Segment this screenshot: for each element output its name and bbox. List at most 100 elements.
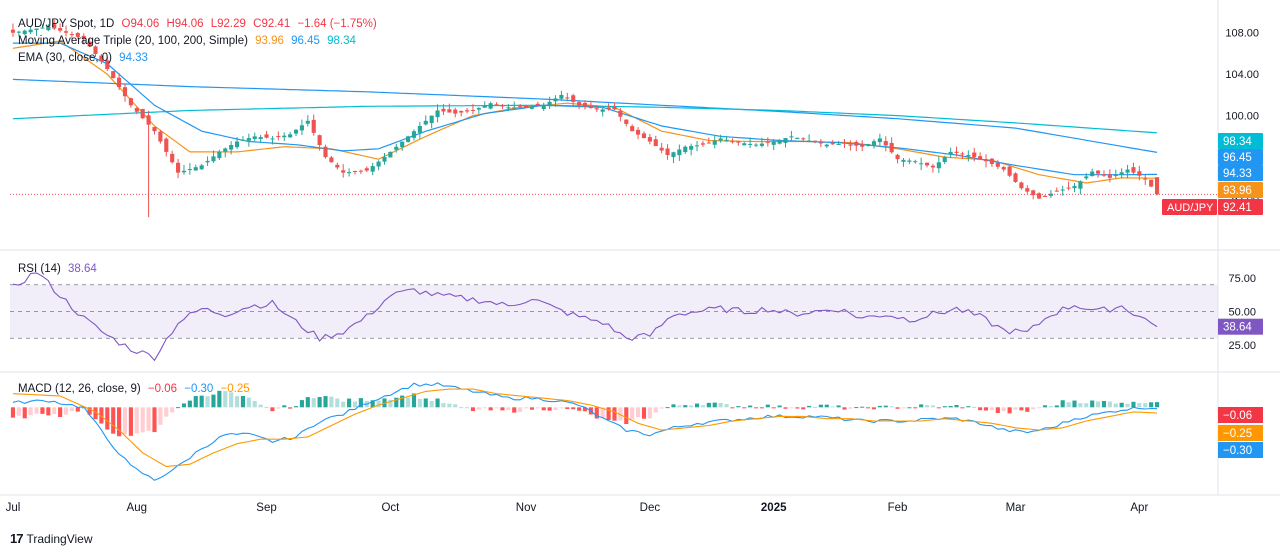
macd-histogram-bar (919, 404, 924, 408)
candle-body (636, 129, 641, 135)
candle-body (594, 108, 599, 110)
macd-histogram-bar (470, 407, 476, 412)
macd-histogram-bar (441, 403, 446, 408)
candle-body (936, 162, 941, 169)
candle-body (559, 94, 564, 99)
tradingview-logo[interactable]: 17 TradingView (10, 531, 93, 546)
macd-histogram-bar (535, 407, 540, 409)
macd-histogram-bar (1013, 407, 1018, 410)
candle-body (1107, 174, 1112, 178)
rsi-pane[interactable] (10, 272, 1218, 362)
candle-body (783, 138, 788, 143)
macd-histogram-bar (246, 397, 251, 408)
candle-body (470, 109, 476, 111)
macd-histogram-bar (742, 407, 747, 409)
candle-body (1037, 193, 1042, 199)
candle-body (742, 143, 747, 146)
macd-histogram-bar (594, 407, 599, 419)
candle-body (571, 95, 576, 102)
ma100-line (12, 78, 1158, 153)
candle-body (948, 151, 953, 155)
macd-legend: MACD (12, 26, close, 9) −0.06 −0.30 −0.2… (18, 382, 254, 396)
candle-body (989, 158, 994, 164)
candle-body (978, 156, 983, 160)
candle-body (176, 162, 181, 173)
candle-body (435, 110, 440, 118)
macd-histogram-bar (541, 407, 546, 411)
candle-body (854, 141, 859, 146)
macd-tag-label: −0.30 (1223, 445, 1252, 457)
macd-histogram-bar (1125, 403, 1130, 408)
macd-histogram-bar (488, 407, 493, 411)
candle-body (105, 60, 110, 69)
macd-histogram-bar (1149, 402, 1154, 408)
candle-body (1113, 175, 1118, 177)
candle-body (223, 148, 228, 152)
candle-body (748, 143, 753, 145)
candle-body (117, 77, 122, 88)
macd-histogram-bar (75, 407, 80, 412)
macd-histogram-bar (895, 407, 900, 409)
candle-body (777, 139, 782, 144)
macd-histogram-bar (789, 407, 794, 409)
macd-histogram-bar (1119, 402, 1124, 408)
price-pane[interactable] (10, 20, 1218, 218)
candle-body (40, 27, 45, 29)
candle-body (453, 109, 458, 114)
ma20-value: 93.96 (255, 35, 284, 47)
macd-histogram-bar (500, 407, 505, 411)
macd-histogram-bar (146, 407, 151, 431)
candle-body (311, 119, 316, 133)
macd-histogram-bar (913, 407, 918, 409)
candle-body (317, 135, 322, 145)
macd-histogram-bar (152, 407, 157, 433)
macd-histogram-bar (476, 407, 481, 410)
macd-tag (1218, 407, 1263, 423)
price-tick-label: 104.00 (1225, 69, 1259, 81)
macd-histogram-bar (140, 407, 145, 433)
rsi-legend: RSI (14) 38.64 (18, 262, 101, 276)
macd-histogram-bar (966, 406, 971, 408)
macd-histogram-bar (818, 404, 823, 408)
candle-body (134, 108, 139, 112)
candle-body (518, 106, 523, 108)
macd-histogram-bar (529, 407, 534, 410)
candle-body (523, 105, 529, 108)
macd-histogram-bar (1066, 402, 1071, 408)
macd-histogram-bar (948, 405, 953, 408)
candle-body (464, 110, 470, 112)
macd-histogram-bar (270, 407, 275, 412)
macd-histogram-bar (978, 407, 983, 411)
candle-body (689, 146, 694, 150)
macd-histogram-bar (1131, 401, 1136, 408)
candle-body (1125, 169, 1130, 173)
candle-body (140, 109, 145, 119)
candle-body (565, 97, 570, 99)
macd-histogram-bar (464, 407, 470, 409)
macd-histogram-bar (1090, 400, 1095, 408)
macd-histogram-bar (506, 407, 511, 410)
candle-body (352, 170, 358, 172)
macd-histogram-bar (671, 404, 676, 408)
macd-histogram-bar (128, 407, 133, 436)
candle-body (630, 126, 635, 132)
candle-body (264, 134, 269, 138)
candle-body (482, 105, 487, 108)
macd-pane[interactable] (10, 382, 1160, 481)
symbol-tag-label: AUD/JPY (1167, 202, 1214, 214)
macd-histogram-bar (1137, 403, 1142, 408)
time-tick-label: Apr (1130, 502, 1148, 514)
symbol-tag (1162, 199, 1217, 215)
macd-histogram-bar (724, 404, 729, 408)
macd-hist-value: −0.06 (147, 383, 178, 395)
candle-body (924, 162, 930, 166)
candle-body (1154, 177, 1160, 195)
candle-body (293, 129, 299, 134)
macd-histogram-bar (683, 405, 688, 408)
candle-body (288, 134, 293, 138)
price-tag-label: 93.96 (1223, 185, 1252, 197)
time-tick-label: Nov (516, 502, 537, 514)
candle-body (1042, 195, 1048, 197)
ohlc-change: −1.64 (−1.75%) (297, 18, 377, 30)
